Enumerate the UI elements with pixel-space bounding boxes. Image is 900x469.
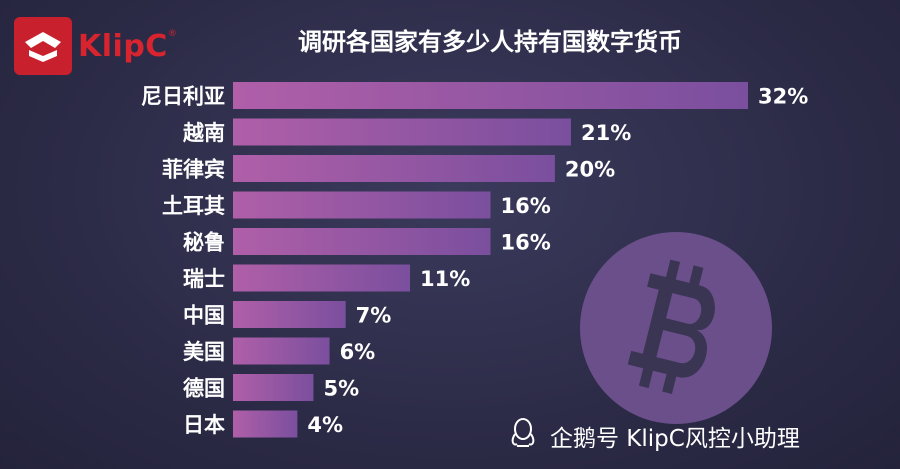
category-label: 中国 [183, 304, 225, 328]
bar [233, 337, 330, 365]
bar [233, 228, 491, 255]
value-label: 21% [581, 121, 631, 145]
value-label: 32% [758, 85, 808, 109]
value-label: 11% [420, 267, 470, 291]
bar [233, 264, 411, 292]
bar [233, 191, 491, 219]
category-label: 越南 [182, 121, 225, 145]
klipc-logo-icon [14, 17, 72, 75]
value-label: 16% [501, 194, 551, 218]
brand-name: KlipC® [78, 28, 178, 64]
bar [233, 118, 571, 146]
bar [233, 155, 555, 182]
value-label: 7% [356, 304, 392, 328]
category-label: 秘鲁 [183, 231, 225, 255]
penguin-icon [510, 418, 536, 454]
value-label: 20% [565, 158, 615, 182]
bar [233, 410, 298, 438]
bitcoin-icon [580, 232, 772, 424]
watermark: 企鹅号 KlipC风控小助理 [510, 418, 800, 454]
category-label: 菲律宾 [162, 158, 225, 182]
klipc-logo: KlipC® [14, 16, 186, 76]
category-label: 瑞士 [183, 267, 225, 291]
value-label: 16% [501, 231, 551, 255]
bar [233, 82, 748, 109]
watermark-text: 企鹅号 KlipC风控小助理 [550, 426, 800, 452]
value-label: 6% [340, 340, 376, 364]
bar [233, 301, 346, 328]
category-label: 尼日利亚 [141, 85, 225, 109]
category-label: 德国 [183, 377, 225, 401]
bar [233, 374, 314, 401]
value-label: 4% [307, 413, 343, 437]
category-label: 美国 [183, 340, 225, 364]
category-label: 日本 [183, 413, 225, 437]
chart-title: 调研各国家有多少人持有国数字货币 [298, 28, 682, 56]
category-label: 土耳其 [162, 194, 225, 218]
value-label: 5% [323, 377, 359, 401]
